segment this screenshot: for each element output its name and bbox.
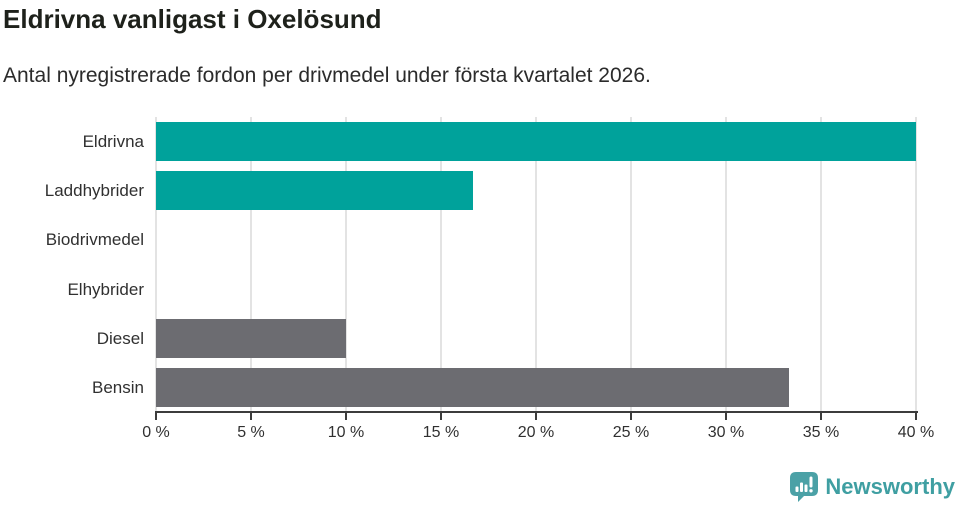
logo-bar-medium [804, 484, 808, 492]
axis-tick [535, 413, 537, 420]
brand-footer: Newsworthy [790, 472, 955, 502]
axis-tick [915, 413, 917, 420]
bar-diesel [156, 318, 346, 358]
logo-exclamation-stroke [809, 476, 813, 488]
category-label: Diesel [96, 328, 144, 348]
gridline [915, 117, 917, 412]
axis-tick [725, 413, 727, 420]
axis-tick-label: 15 % [422, 424, 460, 441]
axis-tick-label: 10 % [327, 424, 365, 441]
category-label: Laddhybrider [44, 181, 144, 201]
gridline [725, 117, 727, 412]
gridline [630, 117, 632, 412]
axis-tick-label: 40 % [897, 424, 935, 441]
newsworthy-logo-icon [790, 472, 819, 502]
category-label: Bensin [92, 377, 144, 397]
gridline [535, 117, 537, 412]
bar-eldrivna [156, 122, 916, 162]
axis-tick-label: 25 % [612, 424, 650, 441]
logo-exclamation-dot [809, 489, 814, 493]
chart-title: Eldrivna vanligast i Oxelösund [3, 4, 382, 34]
bar-bensin [156, 367, 789, 407]
chart-subtitle: Antal nyregistrerade fordon per drivmede… [3, 64, 651, 87]
gridline [345, 117, 347, 412]
plot-area [155, 117, 917, 412]
axis-tick [345, 413, 347, 420]
gridline [440, 117, 442, 412]
gridline [155, 117, 157, 412]
axis-tick-label: 5 % [237, 424, 265, 441]
x-axis-line [155, 411, 918, 413]
axis-tick [820, 413, 822, 420]
axis-tick-label: 20 % [517, 424, 555, 441]
axis-tick-label: 35 % [802, 424, 840, 441]
axis-tick [250, 413, 252, 420]
axis-tick [440, 413, 442, 420]
axis-tick-label: 0 % [142, 424, 170, 441]
logo-bar-tall [800, 482, 804, 492]
bar-laddhybrider [156, 171, 474, 211]
axis-tick [155, 413, 157, 420]
logo-bar-small [795, 486, 799, 492]
gridline [250, 117, 252, 412]
category-label: Elhybrider [67, 279, 144, 299]
axis-tick [630, 413, 632, 420]
category-label: Biodrivmedel [45, 230, 144, 250]
gridline [820, 117, 822, 412]
brand-name: Newsworthy [825, 474, 955, 499]
axis-tick-label: 30 % [707, 424, 745, 441]
category-label: Eldrivna [82, 132, 144, 151]
